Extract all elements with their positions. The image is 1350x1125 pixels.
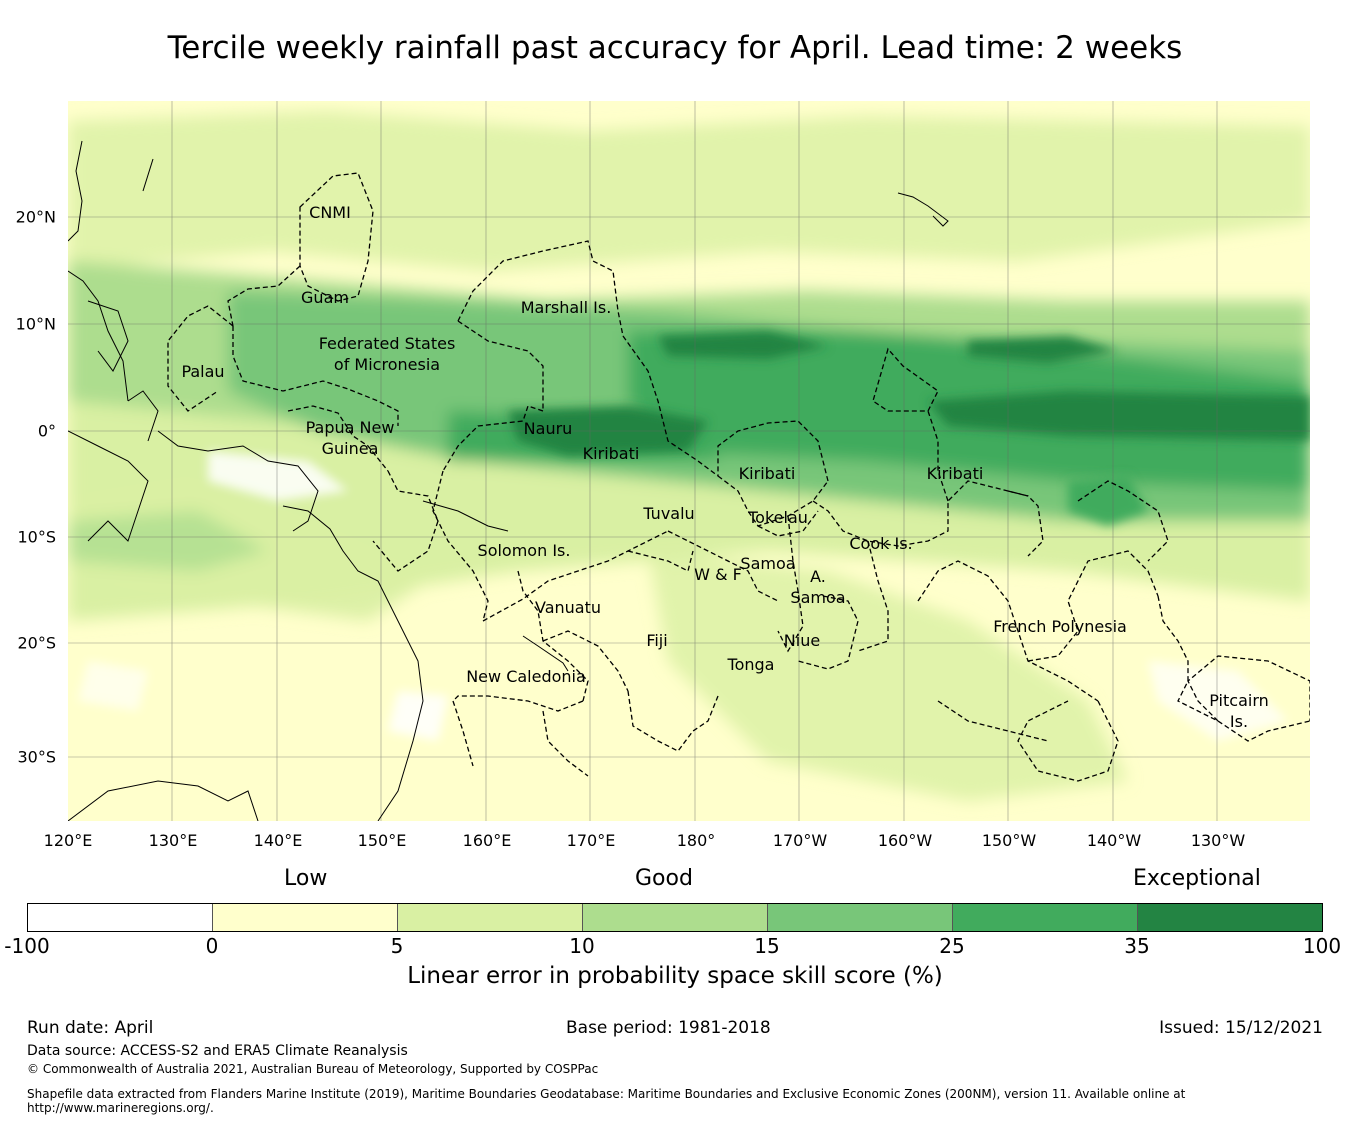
label-pitcairn-line1: Pitcairn — [1209, 691, 1269, 710]
label-new-caledonia: New Caledonia — [466, 667, 586, 686]
y-tick-label: 10°S — [17, 527, 56, 547]
label-png-line1: Papua New — [306, 418, 395, 437]
label-fsm-line1: Federated States — [319, 334, 456, 353]
shapefile-credit: Shapefile data extracted from Flanders M… — [27, 1087, 1186, 1115]
label-png-line2: Guinea — [322, 439, 379, 458]
run-date: Run date: April — [27, 1018, 154, 1038]
label-wallis-futuna: W & F — [694, 565, 742, 584]
colorbar-tick: 5 — [390, 934, 404, 958]
base-period: Base period: 1981-2018 — [566, 1018, 771, 1038]
x-tick-label: 170°E — [566, 831, 616, 850]
x-tick-label: 180° — [676, 831, 716, 850]
colorbar-tick: 25 — [939, 934, 965, 958]
label-solomon-is: Solomon Is. — [478, 541, 571, 560]
label-tokelau: Tokelau — [747, 508, 808, 527]
label-vanuatu: Vanuatu — [535, 598, 601, 617]
colorbar-segment — [583, 904, 768, 931]
graticule — [68, 101, 1310, 821]
label-marshall-is: Marshall Is. — [521, 298, 612, 317]
label-nauru: Nauru — [524, 419, 573, 438]
colorbar-segment — [953, 904, 1138, 931]
colorbar-tick: -100 — [4, 934, 50, 958]
skill-field-core — [508, 331, 1310, 526]
label-pitcairn-line2: Is. — [1230, 712, 1248, 731]
label-kiribati-gilbert: Kiribati — [583, 444, 640, 463]
label-niue: Niue — [784, 631, 820, 650]
x-tick-label: 170°W — [772, 831, 828, 850]
colorbar-segment — [398, 904, 583, 931]
x-tick-label: 140°E — [253, 831, 303, 850]
y-tick-label: 0° — [37, 421, 56, 441]
x-tick-label: 140°W — [1086, 831, 1142, 850]
x-tick-label: 130°E — [148, 831, 198, 850]
copyright: © Commonwealth of Australia 2021, Austra… — [27, 1062, 599, 1076]
label-tuvalu: Tuvalu — [642, 504, 694, 523]
colorbar-label: Linear error in probability space skill … — [407, 963, 943, 989]
x-tick-label: 130°W — [1190, 831, 1246, 850]
label-samoa: Samoa — [740, 554, 795, 573]
colorbar-tick: 100 — [1302, 934, 1342, 958]
colorbar-segment — [28, 904, 213, 931]
x-tick-label: 150°E — [357, 831, 407, 850]
x-tick-label: 120°E — [43, 831, 93, 850]
legend-category-exceptional: Exceptional — [1133, 866, 1261, 891]
label-cook-is: Cook Is. — [849, 534, 912, 553]
x-tick-label: 150°W — [981, 831, 1037, 850]
label-tonga: Tonga — [727, 655, 775, 674]
colorbar-tick: 35 — [1124, 934, 1150, 958]
no-skill-patches — [78, 451, 1288, 741]
label-american-samoa-line1: A. — [810, 567, 826, 586]
label-palau: Palau — [181, 362, 224, 381]
colorbar-tick: 10 — [569, 934, 595, 958]
chart-title: Tercile weekly rainfall past accuracy fo… — [167, 30, 1183, 66]
y-tick-label: 20°S — [17, 633, 56, 653]
colorbar-segment — [213, 904, 398, 931]
issued-date: Issued: 15/12/2021 — [1159, 1018, 1323, 1038]
y-tick-label: 10°N — [15, 314, 56, 334]
label-guam: Guam — [301, 288, 349, 307]
y-tick-label: 30°S — [17, 747, 56, 767]
y-tick-label: 20°N — [15, 207, 56, 227]
x-tick-label: 160°W — [877, 831, 933, 850]
eez-boundaries — [167, 172, 1310, 782]
colorbar-segment — [1138, 904, 1322, 931]
label-fsm-line2: of Micronesia — [334, 355, 440, 374]
skill-map: CNMI Guam Marshall Is. Federated States … — [68, 101, 1310, 821]
colorbar-tick: 0 — [205, 934, 219, 958]
data-source: Data source: ACCESS-S2 and ERA5 Climate … — [27, 1043, 408, 1059]
colorbar — [27, 903, 1323, 932]
label-kiribati-line: Kiribati — [927, 464, 984, 483]
label-cnmi: CNMI — [309, 203, 351, 222]
colorbar-tick: 15 — [754, 934, 780, 958]
label-kiribati-phoenix: Kiribati — [739, 464, 796, 483]
coastlines — [68, 140, 949, 821]
x-tick-label: 160°E — [462, 831, 512, 850]
region-labels: CNMI Guam Marshall Is. Federated States … — [181, 203, 1268, 731]
label-american-samoa-line2: Samoa — [790, 588, 845, 607]
legend-category-low: Low — [284, 866, 328, 891]
colorbar-segment — [768, 904, 953, 931]
label-fiji: Fiji — [646, 631, 667, 650]
legend-category-good: Good — [635, 866, 693, 891]
label-french-polynesia: French Polynesia — [993, 617, 1127, 636]
